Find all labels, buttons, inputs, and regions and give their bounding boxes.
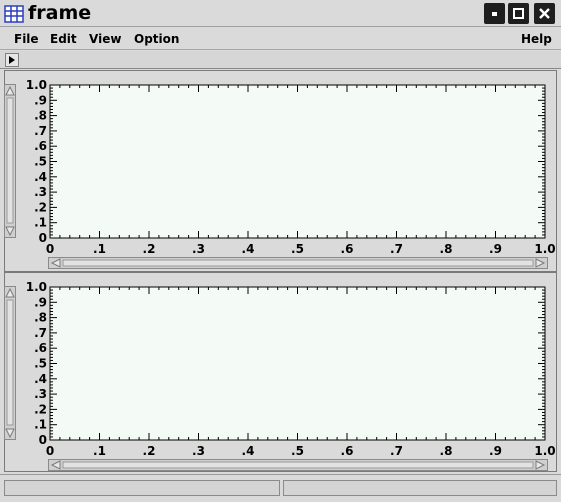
- scroll-right-icon[interactable]: [535, 460, 546, 470]
- scroll-up-icon[interactable]: [5, 287, 15, 298]
- scroll-down-icon[interactable]: [5, 428, 15, 439]
- plot-2-vertical-scrollbar[interactable]: [4, 286, 16, 440]
- plot-2-minor-ticks: [50, 287, 545, 440]
- y-tick-label: .6: [34, 341, 47, 355]
- title-bar[interactable]: frame: [0, 0, 561, 27]
- y-tick-label: .9: [34, 295, 47, 309]
- scroll-left-icon[interactable]: [50, 460, 61, 470]
- y-tick-label: .4: [34, 372, 47, 386]
- x-tick-label: 1.0: [534, 444, 555, 458]
- x-tick-label: .6: [341, 444, 354, 458]
- maximize-icon: [513, 8, 524, 19]
- menu-edit[interactable]: Edit: [50, 32, 77, 46]
- y-tick-label: .2: [34, 200, 47, 214]
- y-tick-label: .7: [34, 124, 47, 138]
- y-tick-label: .3: [34, 185, 47, 199]
- close-button[interactable]: [534, 3, 555, 24]
- x-tick-label: .3: [192, 242, 205, 256]
- y-tick-label: 1.0: [26, 78, 47, 92]
- x-tick-label: 1.0: [534, 242, 555, 256]
- grid-icon[interactable]: [4, 5, 24, 23]
- y-tick-label: .5: [34, 357, 47, 371]
- y-tick-label: .9: [34, 93, 47, 107]
- x-tick-label: 0: [46, 242, 54, 256]
- x-tick-label: .9: [489, 444, 502, 458]
- plot-2[interactable]: 0.1.2.3.4.5.6.7.8.9 1.00.1.2.3.4.5.6.7.8.…: [0, 272, 561, 474]
- y-tick-label: .8: [34, 311, 47, 325]
- x-tick-label: .2: [143, 242, 156, 256]
- y-tick-label: .2: [34, 402, 47, 416]
- minimize-icon: [492, 12, 497, 16]
- x-tick-label: .7: [390, 444, 403, 458]
- plot-1-minor-ticks: [50, 85, 545, 238]
- scroll-right-icon[interactable]: [535, 258, 546, 268]
- x-tick-label: .4: [242, 444, 255, 458]
- plot-2-horizontal-scroll-thumb[interactable]: [62, 461, 534, 469]
- plot-1-area[interactable]: [49, 84, 546, 239]
- y-tick-label: 0: [39, 231, 47, 245]
- x-tick-label: .2: [143, 444, 156, 458]
- x-tick-label: .9: [489, 242, 502, 256]
- y-tick-label: .3: [34, 387, 47, 401]
- y-tick-label: .8: [34, 109, 47, 123]
- y-tick-label: .1: [34, 216, 47, 230]
- plot-2-vertical-scroll-thumb[interactable]: [6, 299, 14, 426]
- window-title: frame: [28, 2, 92, 24]
- y-tick-label: .1: [34, 418, 47, 432]
- x-tick-label: .1: [93, 444, 106, 458]
- status-field-left: [4, 480, 280, 496]
- x-tick-label: .6: [341, 242, 354, 256]
- x-tick-label: .8: [440, 444, 453, 458]
- y-tick-label: .5: [34, 155, 47, 169]
- plot-1-horizontal-scroll-thumb[interactable]: [62, 259, 534, 267]
- plot-2-area[interactable]: [49, 286, 546, 441]
- menu-help[interactable]: Help: [521, 32, 552, 46]
- y-tick-label: .7: [34, 326, 47, 340]
- plot-1-horizontal-scrollbar[interactable]: [48, 257, 548, 269]
- scroll-left-icon[interactable]: [50, 258, 61, 268]
- plot-1[interactable]: 0.1.2.3.4.5.6.7.8.9 1.00.1.2.3.4.5.6.7.8.…: [0, 70, 561, 272]
- menu-file[interactable]: File: [14, 32, 39, 46]
- plot-1-vertical-scrollbar[interactable]: [4, 84, 16, 238]
- x-tick-label: .4: [242, 242, 255, 256]
- play-triangle-icon: [9, 56, 15, 64]
- minimize-button[interactable]: [484, 3, 505, 24]
- menu-view[interactable]: View: [89, 32, 122, 46]
- x-tick-label: .5: [291, 242, 304, 256]
- maximize-button[interactable]: [508, 3, 529, 24]
- menu-bar: File Edit View Option Help: [0, 28, 561, 50]
- y-tick-label: 0: [39, 433, 47, 447]
- y-tick-label: .6: [34, 139, 47, 153]
- scroll-down-icon[interactable]: [5, 226, 15, 237]
- y-tick-label: .4: [34, 170, 47, 184]
- plot-2-horizontal-scrollbar[interactable]: [48, 459, 548, 471]
- x-tick-label: .5: [291, 444, 304, 458]
- x-tick-label: .1: [93, 242, 106, 256]
- x-tick-label: .7: [390, 242, 403, 256]
- scroll-up-icon[interactable]: [5, 85, 15, 96]
- y-tick-label: 1.0: [26, 280, 47, 294]
- x-tick-label: 0: [46, 444, 54, 458]
- menu-option[interactable]: Option: [134, 32, 180, 46]
- x-tick-label: .8: [440, 242, 453, 256]
- toolbar: [0, 51, 561, 69]
- x-tick-label: .3: [192, 444, 205, 458]
- status-bar: [0, 474, 561, 502]
- close-icon: [539, 8, 550, 19]
- status-field-right: [283, 480, 557, 496]
- plot-1-vertical-scroll-thumb[interactable]: [6, 97, 14, 224]
